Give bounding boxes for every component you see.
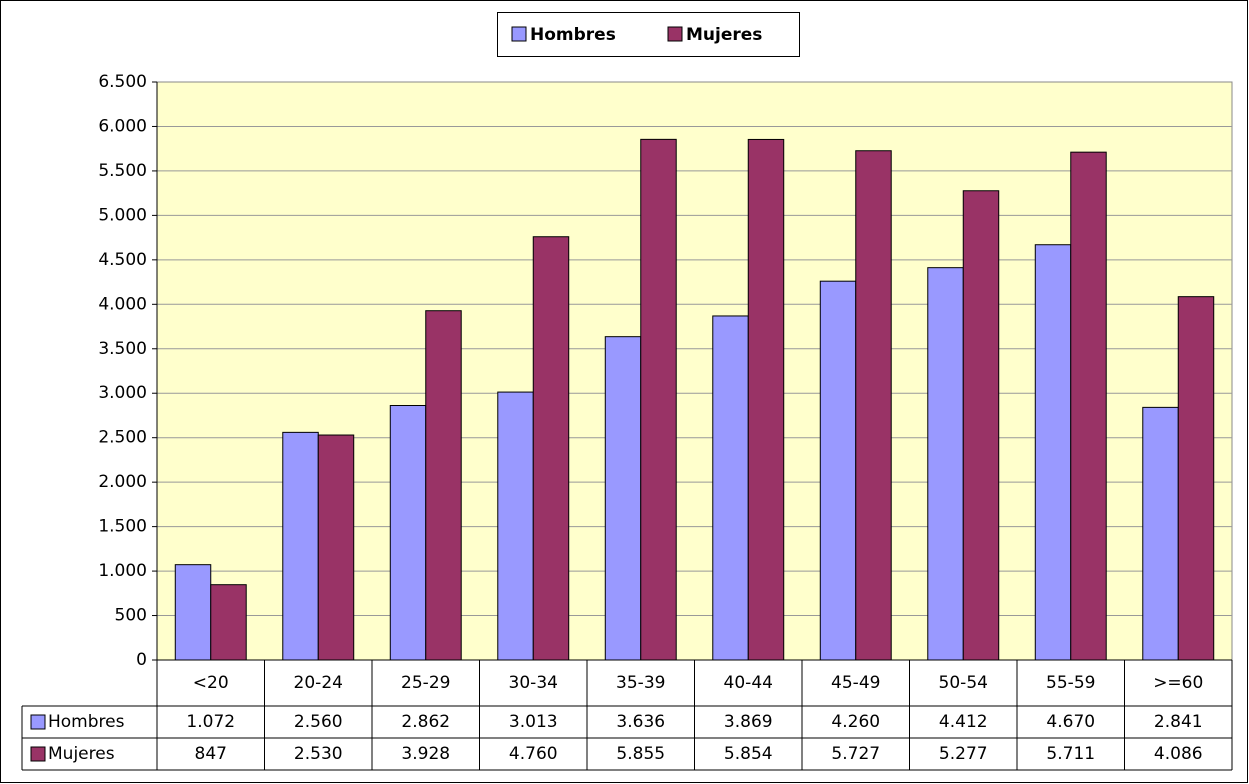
x-tick-label: 20-24 bbox=[294, 673, 343, 693]
legend-box bbox=[497, 12, 800, 57]
x-tick-label: 30-34 bbox=[509, 673, 558, 693]
bar bbox=[1177, 296, 1215, 661]
bar bbox=[532, 236, 570, 661]
table-value: 4.670 bbox=[1046, 712, 1095, 732]
bar bbox=[640, 138, 677, 661]
bar bbox=[210, 584, 247, 661]
table-value: 5.711 bbox=[1046, 744, 1095, 764]
bar bbox=[389, 405, 427, 661]
y-tick-label: 6.500 bbox=[98, 72, 147, 92]
bar bbox=[1034, 244, 1072, 661]
legend-label: Hombres bbox=[530, 25, 616, 45]
legend-key bbox=[667, 26, 683, 42]
x-tick-label: <20 bbox=[193, 673, 229, 693]
bar bbox=[855, 150, 892, 661]
y-tick-label: 3.500 bbox=[98, 339, 147, 359]
y-tick-label: 5.000 bbox=[98, 205, 147, 225]
bar bbox=[819, 280, 857, 661]
table-value: 2.530 bbox=[294, 744, 343, 764]
y-tick-label: 3.000 bbox=[98, 383, 147, 403]
table-value: 1.072 bbox=[186, 712, 235, 732]
table-value: 2.560 bbox=[294, 712, 343, 732]
table-value: 2.841 bbox=[1154, 712, 1203, 732]
table-value: 847 bbox=[195, 744, 227, 764]
x-tick-label: 35-39 bbox=[616, 673, 665, 693]
table-row-header: Hombres bbox=[48, 712, 125, 732]
table-value: 3.928 bbox=[401, 744, 450, 764]
legend bbox=[497, 12, 800, 57]
x-tick-label: 40-44 bbox=[724, 673, 773, 693]
bar bbox=[927, 267, 964, 661]
y-tick-label: 4.500 bbox=[98, 250, 147, 270]
table-row-header: Mujeres bbox=[48, 744, 115, 764]
y-tick-label: 4.000 bbox=[98, 294, 147, 314]
x-tick-label: 45-49 bbox=[831, 673, 880, 693]
table-legend-key bbox=[30, 746, 46, 762]
y-tick-label: 1.500 bbox=[98, 517, 147, 537]
table-legend-key bbox=[30, 714, 46, 730]
x-tick-label: 50-54 bbox=[939, 673, 988, 693]
table-value: 3.013 bbox=[509, 712, 558, 732]
table-value: 4.086 bbox=[1154, 744, 1203, 764]
table-value: 5.855 bbox=[616, 744, 665, 764]
table-value: 5.727 bbox=[831, 744, 880, 764]
x-tick-label: 25-29 bbox=[401, 673, 450, 693]
y-tick-label: 1.000 bbox=[98, 561, 147, 581]
x-tick-label: >=60 bbox=[1153, 673, 1203, 693]
table-value: 4.760 bbox=[509, 744, 558, 764]
bar bbox=[425, 310, 462, 661]
y-tick-label: 2.000 bbox=[98, 472, 147, 492]
table-value: 5.854 bbox=[724, 744, 773, 764]
table-value: 2.862 bbox=[401, 712, 450, 732]
bar bbox=[604, 336, 642, 661]
bar bbox=[497, 391, 534, 661]
y-tick-label: 2.500 bbox=[98, 428, 147, 448]
y-tick-label: 6.000 bbox=[98, 116, 147, 136]
legend-label: Mujeres bbox=[686, 25, 762, 45]
table-value: 3.869 bbox=[724, 712, 773, 732]
legend-key bbox=[511, 26, 527, 42]
bar bbox=[962, 190, 1000, 661]
y-tick-label: 5.500 bbox=[98, 161, 147, 181]
x-tick-label: 55-59 bbox=[1046, 673, 1095, 693]
table-value: 5.277 bbox=[939, 744, 988, 764]
table-value: 3.636 bbox=[616, 712, 665, 732]
bar bbox=[712, 315, 749, 661]
bar bbox=[317, 434, 355, 661]
table-value: 4.412 bbox=[939, 712, 988, 732]
bar bbox=[282, 431, 319, 661]
bar bbox=[1142, 406, 1179, 661]
table-value: 4.260 bbox=[831, 712, 880, 732]
y-tick-label: 500 bbox=[115, 606, 147, 626]
bar bbox=[747, 138, 785, 661]
bar bbox=[1070, 151, 1107, 661]
y-tick-label: 0 bbox=[136, 650, 147, 670]
bar bbox=[174, 564, 212, 661]
